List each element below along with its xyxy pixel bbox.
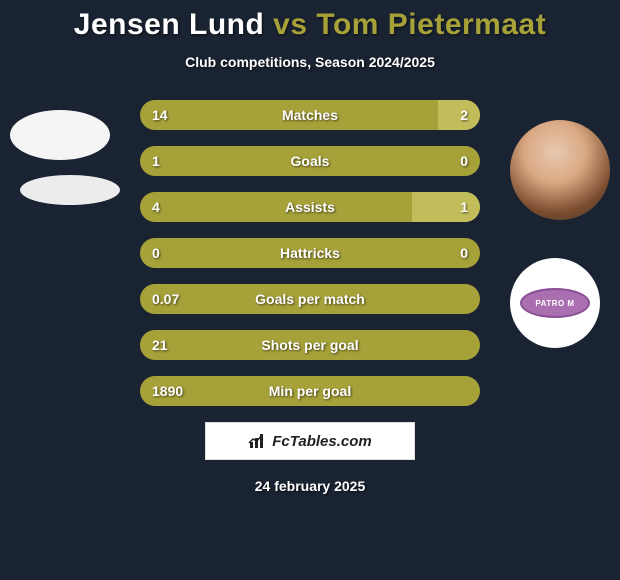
- stat-value-left: 0: [152, 238, 160, 268]
- player1-club-avatar: [20, 175, 120, 205]
- player2-club-avatar: PATRO M: [510, 258, 600, 348]
- stat-value-right: 0: [460, 238, 468, 268]
- stat-value-left: 0.07: [152, 284, 179, 314]
- stat-row: Shots per goal21: [140, 330, 480, 360]
- stat-label: Matches: [140, 100, 480, 130]
- stat-value-left: 4: [152, 192, 160, 222]
- stat-row: Assists4 1: [140, 192, 480, 222]
- date: 24 february 2025: [0, 478, 620, 494]
- player1-name: Jensen Lund: [74, 8, 265, 41]
- stat-value-left: 1: [152, 146, 160, 176]
- stat-row: Min per goal1890: [140, 376, 480, 406]
- vs-label: vs: [273, 8, 307, 41]
- stat-row: Goals1 0: [140, 146, 480, 176]
- watermark-text: FcTables.com: [272, 433, 371, 450]
- stat-value-right: 0: [460, 146, 468, 176]
- stat-label: Goals: [140, 146, 480, 176]
- stat-row: Hattricks0 0: [140, 238, 480, 268]
- stat-value-left: 14: [152, 100, 168, 130]
- stat-value-left: 1890: [152, 376, 183, 406]
- stat-label: Goals per match: [140, 284, 480, 314]
- stat-label: Min per goal: [140, 376, 480, 406]
- stat-value-left: 21: [152, 330, 168, 360]
- stats-panel: Matches142Goals10Assists41Hattricks00Goa…: [140, 100, 480, 406]
- comparison-title: Jensen Lund vs Tom Pietermaat: [0, 0, 620, 42]
- player2-avatar: [510, 120, 610, 220]
- player1-avatar: [10, 110, 110, 160]
- stat-label: Hattricks: [140, 238, 480, 268]
- stat-row: Goals per match0.07: [140, 284, 480, 314]
- stat-label: Assists: [140, 192, 480, 222]
- chart-icon: [248, 432, 266, 450]
- stat-value-right: 2: [460, 100, 468, 130]
- stat-value-right: 1: [460, 192, 468, 222]
- watermark: FcTables.com: [205, 422, 415, 460]
- player2-name: Tom Pietermaat: [316, 8, 546, 41]
- stat-label: Shots per goal: [140, 330, 480, 360]
- club-badge: PATRO M: [520, 288, 590, 318]
- subtitle: Club competitions, Season 2024/2025: [0, 54, 620, 70]
- stat-row: Matches14 2: [140, 100, 480, 130]
